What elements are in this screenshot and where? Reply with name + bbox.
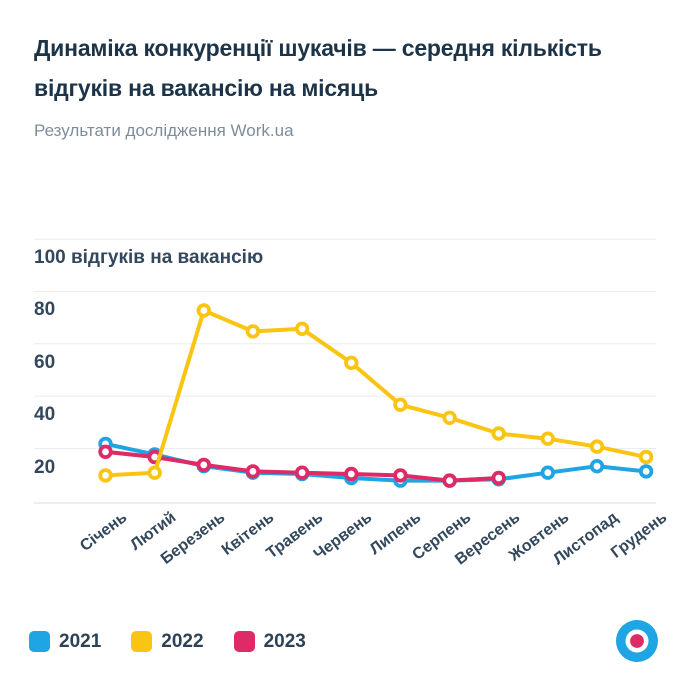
legend-item-2022: 2022: [131, 631, 204, 652]
legend-item-2021: 2021: [29, 631, 101, 652]
data-point-2023: [196, 457, 212, 473]
data-point-2022: [196, 303, 212, 318]
data-point-2022: [393, 397, 408, 412]
data-point-2022: [147, 465, 162, 480]
page-subtitle: Результати дослідження Work.ua: [34, 121, 294, 140]
y-axis-label: 40: [34, 404, 56, 425]
y-axis-label: 100 відгуків на вакансію: [34, 247, 264, 268]
data-point-2023: [491, 470, 506, 486]
data-point-2021: [540, 465, 556, 480]
legend-swatch-2021: [29, 631, 50, 652]
data-point-2023: [294, 465, 310, 480]
data-point-2022: [98, 468, 113, 483]
legend-label: 2021: [59, 631, 102, 652]
data-point-2023: [442, 473, 457, 488]
page-title: Динаміка конкуренції шукачів — середня к…: [34, 35, 602, 101]
data-point-2021: [638, 464, 654, 479]
data-point-2021: [589, 459, 605, 474]
work-ua-logo: [616, 620, 658, 662]
data-point-2022: [442, 410, 457, 426]
data-point-2023: [98, 444, 113, 460]
legend-item-2023: 2023: [233, 631, 306, 652]
legend-swatch-2023: [233, 631, 255, 652]
legend-label: 2022: [161, 631, 204, 652]
data-point-2022: [638, 449, 654, 465]
data-point-2022: [294, 321, 310, 337]
logo-center-dot: [630, 634, 644, 648]
data-point-2022: [540, 431, 556, 446]
y-axis-label: 80: [34, 299, 56, 320]
chart-legend: 2021 2022 2023: [29, 631, 336, 652]
data-point-2022: [245, 324, 261, 339]
y-axis-label: 60: [34, 352, 56, 373]
data-point-2022: [344, 355, 359, 371]
data-point-2023: [393, 468, 408, 483]
data-point-2022: [491, 426, 506, 441]
data-point-2023: [344, 466, 359, 482]
series-line-2022: [103, 308, 649, 478]
legend-swatch-2022: [131, 631, 153, 652]
data-point-2023: [245, 464, 261, 479]
legend-label: 2023: [263, 631, 306, 652]
data-point-2022: [589, 439, 605, 454]
y-axis-label: 20: [34, 457, 56, 478]
